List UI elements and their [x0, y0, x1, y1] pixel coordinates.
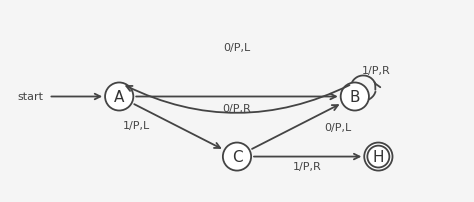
- Text: 1/P,L: 1/P,L: [123, 120, 150, 130]
- Text: 0/P,R: 0/P,R: [223, 103, 251, 113]
- Text: start: start: [18, 92, 44, 102]
- Ellipse shape: [223, 143, 251, 171]
- Ellipse shape: [341, 83, 369, 111]
- Ellipse shape: [105, 83, 133, 111]
- Text: 0/P,L: 0/P,L: [223, 43, 251, 53]
- Text: C: C: [232, 149, 242, 164]
- Text: 1/P,R: 1/P,R: [293, 161, 322, 171]
- Text: 0/P,L: 0/P,L: [324, 122, 351, 132]
- Text: B: B: [349, 89, 360, 104]
- Ellipse shape: [364, 143, 392, 171]
- Text: H: H: [373, 149, 384, 164]
- Text: 1/P,R: 1/P,R: [362, 65, 391, 75]
- Text: A: A: [114, 89, 124, 104]
